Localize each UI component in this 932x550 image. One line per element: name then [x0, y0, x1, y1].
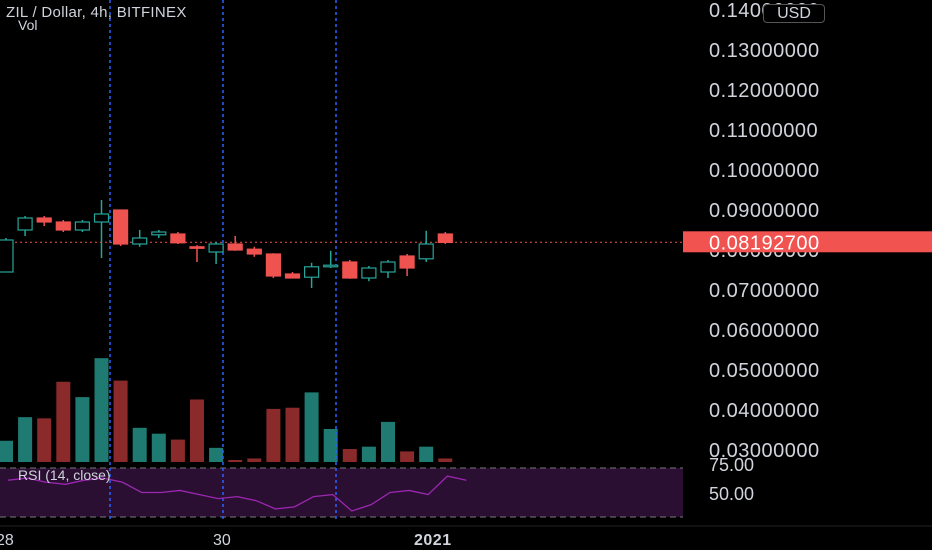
volume-bar — [56, 381, 71, 462]
volume-bar — [266, 408, 281, 462]
volume-bar — [228, 460, 243, 462]
candle-down — [399, 255, 415, 269]
candle-down — [112, 209, 129, 245]
volume-bar — [170, 439, 185, 462]
price-axis-label: 0.12000000 — [709, 80, 820, 102]
candle-up — [0, 239, 14, 273]
price-axis-label: 0.06000000 — [709, 320, 820, 342]
volume-bar — [37, 418, 52, 462]
candle-up — [17, 217, 33, 231]
volume-bar — [151, 433, 166, 462]
currency-button[interactable]: USD — [763, 4, 825, 23]
volume-bar — [438, 458, 453, 462]
price-axis-label: 0.09000000 — [709, 200, 820, 222]
candle-up — [418, 243, 434, 260]
candle-up — [304, 266, 320, 278]
volume-bar — [247, 458, 262, 462]
volume-bar — [342, 449, 357, 462]
rsi-axis-label: 50.00 — [709, 484, 754, 504]
time-axis-label: 28 — [0, 532, 14, 549]
volume-bar — [0, 440, 13, 462]
volume-bar — [304, 392, 319, 462]
volume-bar — [323, 428, 338, 462]
volume-bar — [75, 397, 90, 462]
volume-label: Vol — [18, 17, 38, 33]
price-axis-label: 0.11000000 — [709, 120, 818, 142]
price-axis-label: 0.13000000 — [709, 40, 820, 62]
volume-bar — [419, 446, 434, 462]
price-axis-label: 0.04000000 — [709, 400, 820, 422]
candle-down — [170, 233, 186, 244]
rsi-axis-label: 75.00 — [709, 455, 754, 475]
candle-down — [342, 261, 358, 279]
candle-down — [284, 273, 301, 279]
candle-down — [265, 253, 281, 277]
candle-up — [361, 267, 377, 279]
price-axis-label: 0.03000000 — [709, 440, 820, 462]
candle-down — [227, 243, 243, 251]
volume-bar — [190, 399, 204, 462]
price-axis-label: 0.07000000 — [709, 280, 820, 302]
rsi-label[interactable]: RSI (14, close) — [18, 467, 111, 483]
rsi-band — [0, 468, 683, 517]
candle-up — [74, 221, 91, 231]
price-axis-label: 0.10000000 — [709, 160, 820, 182]
time-axis-label: 2021 — [414, 532, 452, 549]
candle-down — [437, 233, 453, 243]
volume-bar — [18, 417, 33, 462]
time-axis-label: 30 — [213, 532, 231, 549]
volume-bar — [381, 421, 395, 462]
candle-up — [323, 264, 339, 268]
volume-bar — [285, 407, 300, 462]
price-axis-label: 0.05000000 — [709, 360, 820, 382]
candle-up — [380, 261, 396, 273]
candle-up — [208, 243, 224, 253]
candle-up — [93, 213, 110, 223]
volume-bar — [400, 451, 415, 462]
volume-bar — [361, 446, 376, 462]
candle-down — [246, 248, 262, 255]
volume-bar — [132, 427, 147, 462]
current-price-tag — [683, 231, 932, 253]
candle-down — [36, 217, 52, 223]
volume-bar — [113, 380, 128, 462]
candle-down — [189, 246, 205, 249]
volume-bar — [209, 447, 224, 462]
candle-up — [151, 231, 167, 236]
candle-down — [55, 221, 71, 231]
rsi-line — [7, 475, 467, 512]
symbol-title[interactable]: ZIL / Dollar, 4h, BITFINEX — [6, 4, 187, 21]
current-price-value: 0.08192700 — [709, 232, 820, 254]
candle-up — [132, 237, 148, 245]
volume-bar — [94, 358, 109, 462]
